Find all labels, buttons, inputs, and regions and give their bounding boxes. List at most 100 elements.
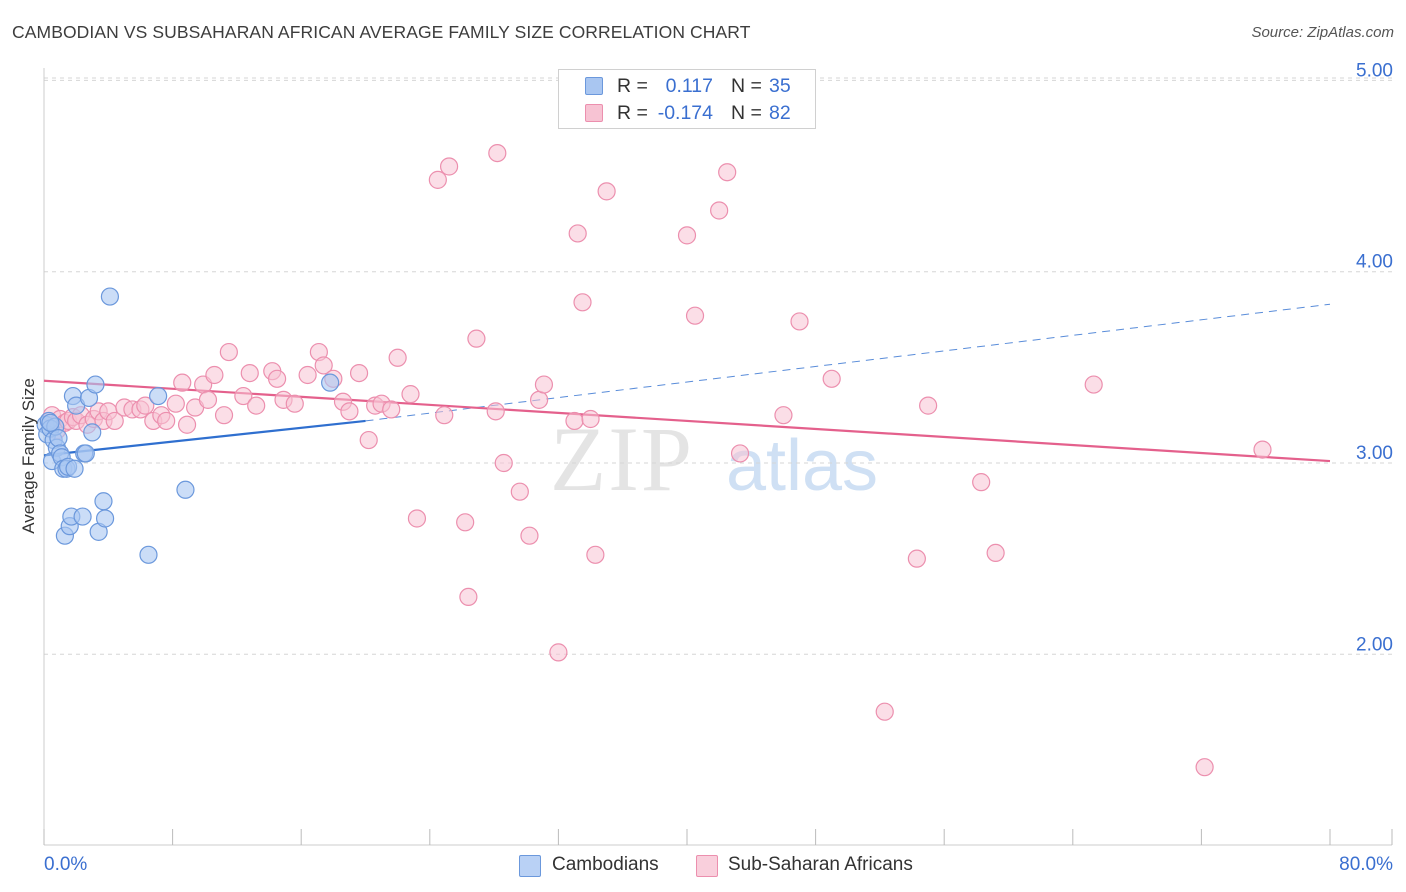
african-point [240,363,259,383]
african-point [340,402,359,421]
african-point [907,549,926,568]
african-point [177,415,197,434]
african-point [677,226,697,245]
y-tick-label: 2.00 [1356,634,1393,655]
african-point [205,365,224,385]
african-point [459,587,478,607]
african-trend-line [43,379,1331,463]
african-point [214,406,234,425]
african-point [105,411,124,431]
source-credit: Source: ZipAtlas.com [1251,24,1394,41]
african-legend-swatch [696,855,718,877]
cambodian-point [76,444,95,463]
african-point [382,400,401,419]
african-point [986,543,1005,563]
african-point [1084,375,1103,394]
african-point [494,453,513,473]
cambodian-point [41,413,60,432]
cambodian-point [100,287,120,306]
n-value: 82 [769,102,791,124]
african-point [234,386,253,406]
cambodian-point [86,375,105,394]
african-point [730,444,750,463]
y-tick-label: 3.00 [1356,443,1393,464]
african-point [597,182,616,201]
african-point [568,224,587,243]
african-point [456,513,475,532]
correlation-legend: R = 0.117 N = 35 R = -0.174 N = 82 [558,69,816,129]
african-point [388,348,407,367]
cambodian-point [176,480,195,499]
african-point [247,396,266,415]
african-point [549,643,568,662]
african-point [198,390,218,409]
axes [43,68,1393,846]
cambodian-trend-line [43,419,366,457]
african-point [520,526,539,545]
african-point [136,396,155,415]
y-tick-label: 5.00 [1356,60,1393,81]
african-point [435,406,454,425]
african-point [573,293,592,312]
chart-title: CAMBODIAN VS SUBSAHARAN AFRICAN AVERAGE … [12,22,751,42]
legend-label-cambodians: Cambodians [552,854,659,875]
african-point [534,375,554,394]
african-point [401,385,420,404]
cambodians-swatch [585,77,603,95]
cambodian-point [95,509,115,528]
legend-label-african: Sub-Saharan Africans [728,854,913,875]
african-point [510,482,529,501]
african-point [219,342,238,362]
data-points [36,143,1272,777]
african-point [790,312,809,331]
african-point [710,201,729,220]
y-tick-label: 4.00 [1356,252,1393,273]
african-point [718,163,737,182]
r-value: -0.174 [657,102,713,124]
african-point [166,394,185,413]
african-point [530,390,549,409]
african-point [349,363,369,383]
legend-row-cambodians: R = 0.117 N = 35 [559,73,815,101]
african-point [822,369,841,388]
watermark: ZIP atlas [550,408,878,510]
cambodian-point [139,545,158,564]
cambodian-point [94,492,113,511]
african-point [488,143,507,163]
cambodian-point [65,459,84,478]
x-tick-label-max: 80.0% [1339,854,1393,875]
african-point [1195,758,1214,777]
r-label: R = [617,75,648,97]
y-axis-label: Average Family Size [19,378,38,534]
african-point [774,406,793,425]
african-point [298,365,317,385]
trend-lines [43,303,1331,463]
cambodian-trend-extension [365,303,1331,422]
n-label: N = [731,102,762,124]
series-legend: Cambodians Sub-Saharan Africans [0,851,1406,879]
african-point [439,157,459,176]
watermark-atlas: atlas [726,426,878,506]
cambodians-legend-swatch [519,855,541,877]
cambodian-point [73,507,92,526]
n-value: 35 [769,75,791,97]
african-point [359,430,378,450]
african-point [467,329,486,348]
african-swatch [585,104,603,122]
african-point [1253,440,1272,459]
african-point [267,369,287,388]
legend-row-african: R = -0.174 N = 82 [559,100,815,128]
tick-labels: 2.00 3.00 4.00 5.00 0.0% 80.0% [44,60,1393,875]
r-value: 0.117 [665,75,713,97]
african-point [581,409,600,429]
r-label: R = [617,102,648,124]
african-point [565,411,584,431]
african-point [157,411,176,431]
african-point [875,702,894,721]
african-point [919,396,938,415]
x-tick-label-min: 0.0% [44,854,87,875]
african-point [486,402,505,421]
african-point [314,356,333,375]
african-point [173,373,192,392]
